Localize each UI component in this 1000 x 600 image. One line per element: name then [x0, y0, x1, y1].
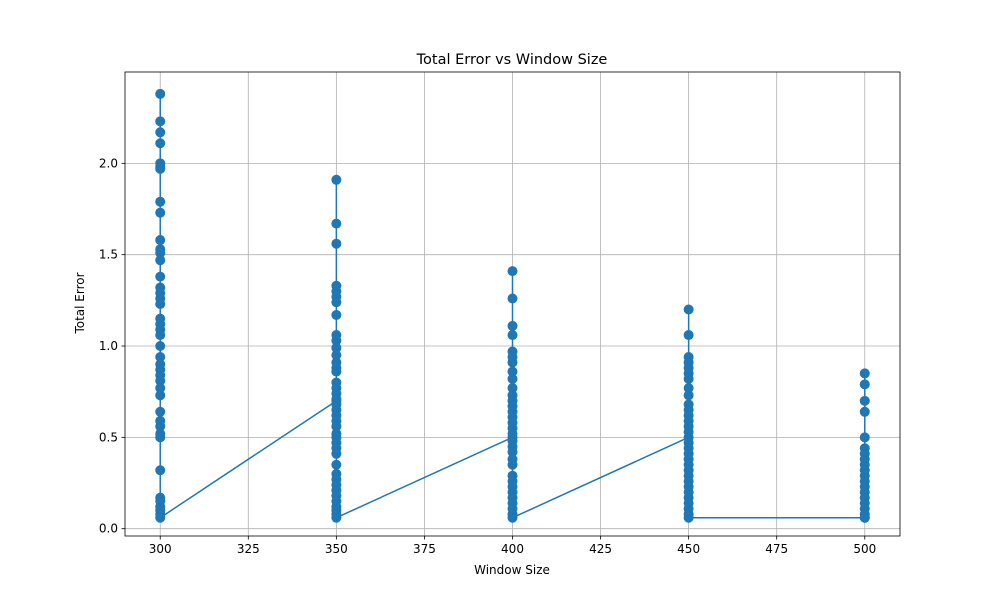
data-point: [155, 138, 166, 149]
data-point: [859, 406, 870, 417]
data-point: [155, 127, 166, 138]
data-point: [507, 383, 518, 394]
data-point: [507, 373, 518, 384]
y-tick-label: 1.5: [99, 248, 118, 262]
y-axis-ticks: 0.0 0.5 1.0 1.5 2.0: [99, 156, 125, 536]
data-point: [683, 383, 694, 394]
x-tick-label: 475: [765, 542, 788, 556]
data-point: [155, 88, 166, 99]
y-tick-label: 1.0: [99, 339, 118, 353]
data-point: [155, 324, 166, 335]
x-tick-label: 425: [589, 542, 612, 556]
x-tick-label: 325: [237, 542, 260, 556]
data-point: [155, 421, 166, 432]
data-point: [155, 299, 166, 309]
data-point: [507, 428, 518, 439]
y-tick-label: 0.0: [99, 522, 118, 536]
x-tick-label: 375: [413, 542, 436, 556]
data-point: [155, 255, 166, 266]
data-point: [331, 512, 342, 523]
data-point: [507, 320, 518, 331]
data-point: [155, 383, 166, 394]
data-point: [155, 207, 166, 218]
data-point: [507, 446, 518, 457]
data-point: [331, 174, 342, 185]
data-point: [331, 421, 342, 432]
data-point: [155, 375, 166, 386]
data-point: [155, 406, 166, 417]
x-tick-label: 500: [853, 542, 876, 556]
data-point: [155, 163, 166, 174]
data-point: [683, 390, 694, 401]
data-point: [331, 459, 342, 470]
data-point: [155, 196, 166, 207]
data-point: [155, 351, 166, 362]
chart-title: Total Error vs Window Size: [416, 52, 608, 68]
data-point: [507, 293, 518, 304]
data-point: [859, 379, 870, 390]
data-point: [331, 297, 342, 308]
data-point: [155, 465, 166, 476]
data-points: [155, 88, 870, 523]
data-point: [683, 330, 694, 341]
data-point: [155, 235, 166, 246]
data-point: [155, 341, 166, 352]
y-tick-label: 2.0: [99, 156, 118, 170]
data-point: [331, 309, 342, 320]
data-point: [683, 373, 694, 384]
data-point: [331, 218, 342, 229]
data-point: [507, 330, 518, 341]
data-point: [859, 395, 870, 406]
data-point: [331, 335, 342, 346]
data-point: [859, 512, 870, 523]
data-point: [155, 116, 166, 127]
data-point: [331, 366, 342, 377]
x-tick-label: 400: [501, 542, 524, 556]
x-tick-label: 450: [677, 542, 700, 556]
data-point: [683, 304, 694, 315]
data-point: [683, 512, 694, 523]
data-point: [859, 368, 870, 379]
y-tick-label: 0.5: [99, 430, 118, 444]
x-tick-label: 350: [325, 542, 348, 556]
grid-lines: [125, 72, 900, 536]
data-point: [859, 432, 870, 443]
y-axis-label: Total Error: [73, 272, 87, 334]
x-tick-label: 300: [149, 542, 172, 556]
data-point: [507, 459, 518, 470]
data-point: [155, 271, 166, 282]
data-point: [155, 512, 166, 523]
data-point: [331, 448, 342, 459]
data-point: [507, 512, 518, 523]
data-point: [155, 390, 166, 401]
data-point: [507, 357, 518, 368]
x-axis-ticks: 300 325 350 375 400 425 450 475 500: [149, 536, 876, 556]
data-point: [155, 432, 166, 443]
data-point: [331, 350, 342, 361]
data-point: [155, 247, 166, 258]
data-point: [331, 342, 342, 353]
data-point: [507, 366, 518, 377]
data-point: [331, 238, 342, 249]
data-point: [507, 266, 518, 277]
data-point: [683, 426, 694, 437]
x-axis-label: Window Size: [474, 563, 550, 577]
